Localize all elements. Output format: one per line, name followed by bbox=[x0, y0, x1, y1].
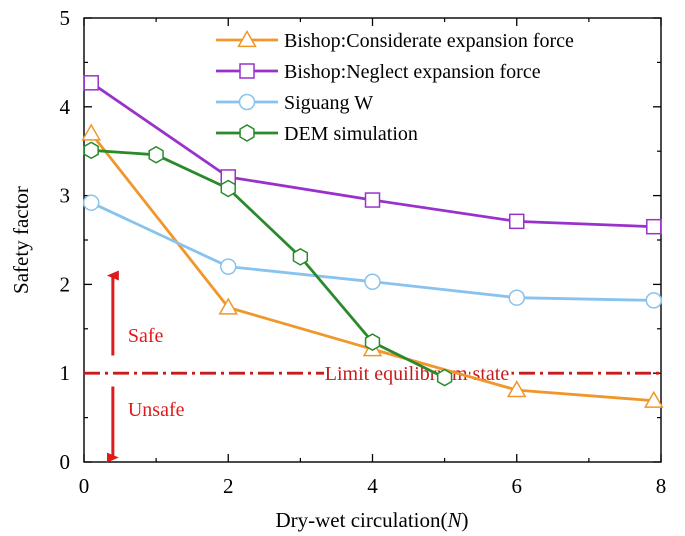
legend: Bishop:Considerate expansion force Bishop… bbox=[216, 29, 574, 145]
data-point bbox=[148, 145, 164, 164]
y-tick-label: 1 bbox=[60, 361, 71, 385]
data-point bbox=[83, 75, 99, 91]
legend-label: Bishop:Considerate expansion force bbox=[284, 30, 574, 52]
y-tick-label: 4 bbox=[60, 95, 71, 119]
data-point bbox=[292, 248, 309, 266]
data-point bbox=[508, 289, 525, 306]
x-axis-label: Dry-wet circulation(N) bbox=[275, 508, 468, 532]
reference-group: Limit equilibrium state Safe Unsafe bbox=[84, 270, 661, 463]
x-tick-label: 8 bbox=[656, 474, 667, 498]
legend-label: Siguang W bbox=[284, 92, 373, 114]
limit-equilibrium-label: Limit equilibrium state bbox=[325, 363, 510, 385]
data-point bbox=[643, 390, 664, 408]
data-point bbox=[645, 292, 663, 309]
data-point bbox=[364, 333, 381, 351]
x-tick-label: 6 bbox=[512, 474, 523, 498]
data-point bbox=[82, 194, 100, 211]
legend-marker bbox=[237, 29, 257, 48]
axis-tick-labels: 0 2 4 6 8 0 1 2 3 4 5 bbox=[60, 6, 667, 498]
x-tick-label: 4 bbox=[367, 474, 378, 498]
data-point bbox=[506, 380, 527, 398]
y-tick-label: 5 bbox=[60, 6, 71, 30]
safe-label: Safe bbox=[128, 325, 164, 347]
data-point bbox=[83, 141, 99, 160]
data-point bbox=[436, 368, 453, 387]
series-group bbox=[81, 75, 664, 408]
x-tick-label: 2 bbox=[223, 474, 234, 498]
data-point bbox=[509, 213, 525, 230]
data-point bbox=[364, 273, 381, 290]
legend-marker bbox=[239, 63, 255, 79]
y-axis-label: Safety factor bbox=[9, 186, 33, 294]
y-tick-label: 0 bbox=[60, 450, 71, 474]
unsafe-label: Unsafe bbox=[128, 399, 185, 421]
series-line bbox=[90, 132, 654, 403]
series-2 bbox=[82, 194, 663, 309]
legend-marker bbox=[238, 93, 256, 111]
axis-ticks bbox=[83, 17, 662, 463]
x-tick-label: 0 bbox=[79, 474, 90, 498]
data-point bbox=[220, 179, 236, 198]
series-1 bbox=[83, 75, 662, 235]
y-tick-label: 2 bbox=[60, 272, 71, 296]
data-point bbox=[220, 258, 237, 275]
data-point bbox=[646, 218, 662, 235]
series-line bbox=[91, 148, 446, 379]
data-point bbox=[364, 192, 381, 208]
legend-marker bbox=[239, 124, 255, 142]
data-point bbox=[218, 297, 239, 315]
data-point bbox=[81, 123, 102, 141]
legend-label: DEM simulation bbox=[284, 123, 418, 145]
series-3 bbox=[83, 141, 453, 387]
legend-label: Bishop:Neglect expansion force bbox=[284, 61, 541, 83]
y-tick-label: 3 bbox=[60, 184, 71, 208]
